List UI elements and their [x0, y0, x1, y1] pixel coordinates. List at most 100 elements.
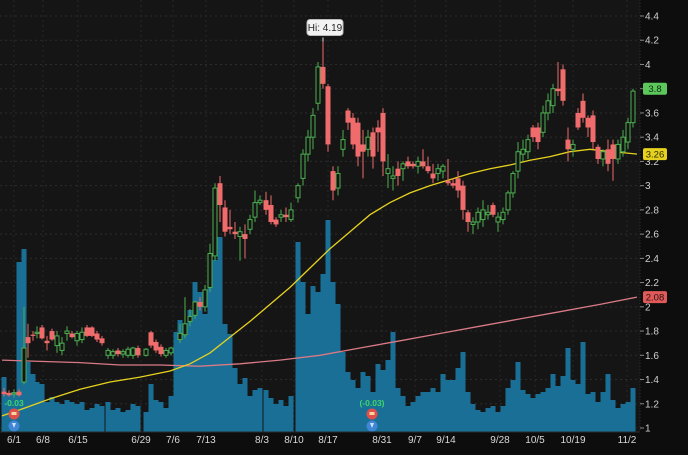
candle: [615, 143, 621, 160]
eps-label: (-0.03): [359, 398, 384, 408]
earnings-icon[interactable]: [8, 408, 20, 420]
candle: [187, 316, 193, 322]
volume-bar: [375, 364, 381, 432]
earnings-jun-marker[interactable]: -0.03: [4, 398, 24, 432]
volume-bar: [345, 372, 351, 432]
candle: [355, 122, 361, 157]
candle: [530, 127, 536, 138]
volume-bar: [475, 410, 481, 432]
volume-bar: [283, 406, 289, 432]
candle: [575, 112, 581, 128]
volume-bar: [44, 402, 50, 432]
volume-bar: [535, 394, 541, 432]
volume-bar: [105, 402, 111, 432]
volume-bar: [163, 408, 169, 432]
volume-bar: [89, 408, 95, 432]
volume-bar: [415, 396, 421, 432]
date-tick-label: 8/10: [284, 435, 304, 446]
price-candles: [1, 41, 636, 398]
candle: [350, 117, 356, 145]
candle: [110, 351, 116, 356]
candle: [99, 338, 105, 344]
volume-bar: [217, 237, 223, 432]
high-callout-label: Hi: 4.19: [308, 23, 343, 34]
candle: [310, 114, 316, 138]
candle: [490, 205, 496, 215]
volume-bar: [212, 260, 218, 432]
candle: [168, 347, 174, 354]
candle: [315, 66, 321, 104]
sma-long-line: [1, 296, 638, 367]
candle: [288, 209, 294, 221]
candle: [148, 332, 154, 346]
event-markers[interactable]: -0.03 (-0.03): [4, 398, 385, 432]
candle: [545, 100, 551, 114]
volume-bar: [610, 400, 616, 432]
volume-bar: [237, 384, 243, 432]
candle: [202, 289, 208, 308]
volume-bar: [130, 404, 136, 432]
sma-short-line: [1, 148, 638, 417]
date-tick-label: 6/8: [36, 435, 50, 446]
candle: [197, 301, 203, 307]
candle: [430, 173, 436, 179]
volume-bar: [420, 392, 426, 432]
date-tick-label: 10/5: [525, 435, 545, 446]
candle: [520, 148, 526, 155]
candle: [59, 342, 65, 351]
candle: [34, 331, 40, 334]
volume-bar: [54, 402, 60, 432]
volume-bar: [30, 374, 36, 432]
candle: [242, 234, 248, 239]
price-tick-label: 3.2: [645, 157, 659, 168]
candle: [44, 340, 50, 344]
candle: [125, 348, 131, 356]
volume-bar: [515, 362, 521, 432]
volume-bar: [480, 412, 486, 432]
volume-bar: [360, 372, 366, 432]
price-axis[interactable]: 1 1.2 1.4 1.6 1.8 2 2.2 2.4 2.6 2.8 3 3.2 3.4 3.6 3.8 4…: [639, 0, 659, 435]
earnings-aug-marker[interactable]: (-0.03): [359, 398, 385, 432]
volume-bar: [257, 388, 263, 432]
date-tick-label: 10/19: [560, 435, 585, 446]
volume-bar: [148, 384, 154, 432]
candle: [325, 86, 331, 145]
volume-bar: [435, 392, 441, 432]
candle: [480, 209, 486, 221]
volume-bar: [365, 376, 371, 432]
candle: [207, 253, 213, 288]
price-tick-label: 1.8: [645, 327, 659, 338]
candle: [11, 392, 17, 395]
volume-bar: [500, 406, 506, 432]
price-tick-label: 2.4: [645, 254, 659, 265]
candle: [395, 168, 401, 176]
candle: [305, 136, 311, 155]
date-axis[interactable]: 6/1 6/8 6/15 6/29 7/6 7/13 8/3 8/10 8/17 8/31 9/7 9…: [7, 435, 637, 446]
volume-bar: [625, 402, 631, 432]
candle: [420, 161, 426, 167]
price-tick-label: 2.8: [645, 205, 659, 216]
dividend-icon[interactable]: [366, 420, 378, 432]
volume-bars: [1, 220, 636, 432]
earnings-icon[interactable]: [366, 408, 378, 420]
candle: [595, 146, 601, 159]
candle: [500, 211, 506, 221]
volume-bar: [330, 282, 336, 432]
candle: [30, 334, 36, 336]
volume-bar: [94, 404, 100, 432]
candle: [475, 211, 481, 223]
volume-bar: [49, 397, 55, 432]
candle: [135, 348, 141, 356]
candle: [64, 330, 70, 334]
candle: [460, 185, 466, 210]
price-tick-label: 3.4: [645, 133, 659, 144]
volume-bar: [202, 314, 208, 432]
volume-bar: [197, 292, 203, 432]
dividend-icon[interactable]: [8, 420, 20, 432]
volume-bar: [110, 410, 116, 432]
candle: [590, 115, 596, 143]
volume-bar: [380, 370, 386, 432]
volume-bar: [340, 352, 346, 432]
